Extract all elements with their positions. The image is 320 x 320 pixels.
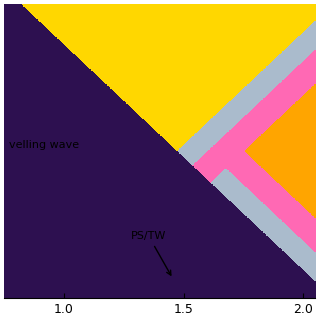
Text: PS/TW: PS/TW [131, 231, 171, 275]
Text: velling wave: velling wave [9, 140, 79, 150]
